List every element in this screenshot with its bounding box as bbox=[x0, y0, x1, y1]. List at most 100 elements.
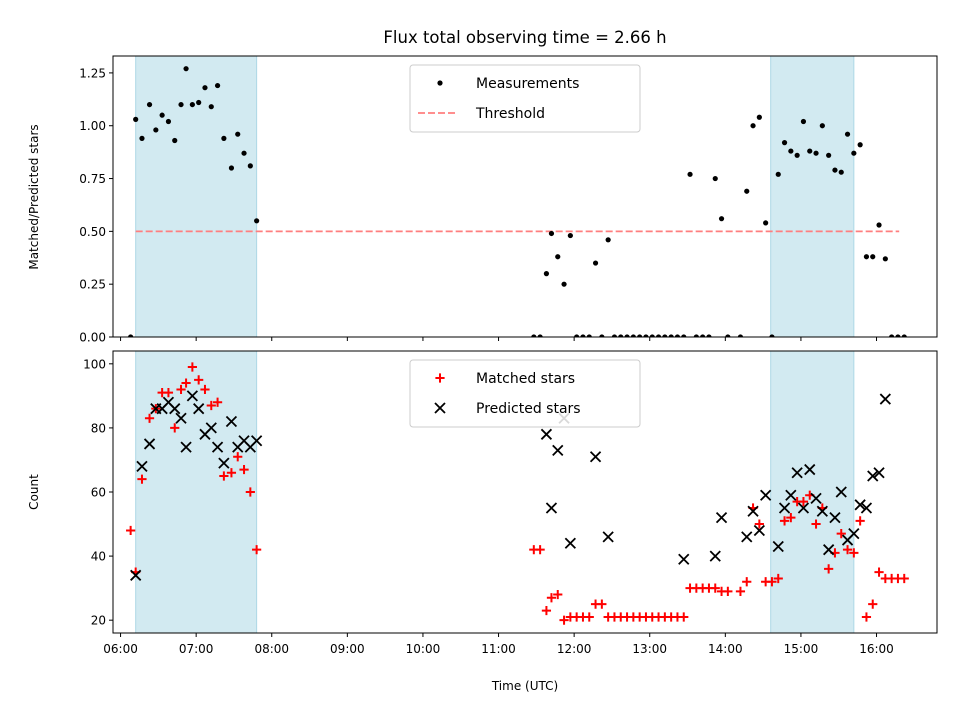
matched-star-point bbox=[546, 593, 557, 603]
predicted-star-point bbox=[552, 444, 564, 456]
measurement-point bbox=[624, 334, 630, 337]
matched-star-point bbox=[710, 583, 720, 593]
matched-star-point bbox=[245, 487, 255, 497]
measurement-point bbox=[555, 254, 561, 260]
chart-title: Flux total observing time = 2.66 h bbox=[383, 28, 666, 47]
measurement-point bbox=[221, 135, 227, 141]
bottom-legend-label: Predicted stars bbox=[476, 401, 581, 417]
predicted-star-point bbox=[760, 489, 772, 501]
predicted-star-point bbox=[211, 441, 224, 453]
measurement-point bbox=[165, 118, 172, 125]
bottom-ytick-label: 100 bbox=[83, 357, 106, 371]
xtick-label: 15:00 bbox=[784, 642, 819, 656]
measurement-point bbox=[592, 260, 599, 266]
predicted-star-point bbox=[860, 502, 873, 514]
top-legend-box bbox=[409, 64, 641, 133]
predicted-star-point bbox=[186, 390, 199, 402]
bottom-ytick-label: 80 bbox=[91, 421, 106, 435]
measurement-point bbox=[235, 131, 241, 137]
measurement-point bbox=[543, 271, 550, 277]
predicted-star-point bbox=[848, 528, 860, 540]
predicted-star-point bbox=[180, 441, 192, 453]
top-legend: Measurements Threshold bbox=[409, 64, 641, 133]
top-ytick-label: 1.25 bbox=[79, 66, 106, 80]
measurement-point bbox=[826, 152, 832, 158]
measurement-point bbox=[693, 334, 699, 337]
matched-star-point bbox=[252, 545, 262, 555]
measurement-point bbox=[214, 82, 221, 89]
xtick-label: 06:00 bbox=[103, 642, 138, 656]
matched-star-point bbox=[679, 612, 689, 622]
matched-star-point bbox=[212, 397, 223, 407]
bottom-ytick-label: 20 bbox=[91, 614, 106, 628]
predicted-star-point bbox=[797, 502, 810, 514]
matched-star-point bbox=[170, 423, 180, 433]
measurement-point bbox=[788, 148, 794, 154]
matched-star-point bbox=[144, 413, 155, 423]
matched-star-point bbox=[553, 589, 563, 600]
predicted-star-point bbox=[205, 422, 217, 434]
predicted-star-point bbox=[772, 540, 784, 553]
predicted-star-point bbox=[602, 531, 614, 543]
matched-star-point bbox=[861, 612, 872, 622]
predicted-star-point bbox=[854, 499, 866, 511]
measurement-point bbox=[662, 334, 668, 337]
predicted-star-point bbox=[867, 470, 879, 482]
measurement-point bbox=[750, 123, 756, 129]
measurement-point bbox=[769, 334, 775, 337]
top-ytick-label: 0.50 bbox=[79, 225, 106, 239]
predicted-star-point bbox=[823, 544, 835, 556]
predicted-star-point bbox=[225, 415, 238, 428]
matched-star-point bbox=[754, 519, 764, 529]
top-panel: 0.00 0.25 0.50 0.75 1.00 1.25 Measurements Thre… bbox=[79, 55, 938, 345]
predicted-star-point bbox=[816, 505, 828, 517]
measurement-point bbox=[712, 175, 718, 182]
measurement-point bbox=[586, 334, 592, 337]
measurement-point bbox=[128, 334, 134, 337]
top-ylabel: Matched/Predicted stars bbox=[27, 124, 41, 269]
matched-star-point bbox=[559, 615, 569, 625]
bottom-shaded-interval bbox=[135, 350, 258, 634]
measurement-point bbox=[208, 104, 214, 110]
measurement-point bbox=[889, 334, 895, 337]
matched-star-point bbox=[811, 519, 821, 529]
matched-star-point bbox=[899, 573, 909, 584]
predicted-star-point bbox=[169, 403, 181, 415]
predicted-star-point bbox=[879, 393, 891, 405]
matched-star-point bbox=[226, 468, 237, 478]
predicted-star-point bbox=[136, 460, 148, 473]
measurement-point bbox=[618, 334, 624, 337]
measurement-point bbox=[655, 334, 662, 337]
matched-star-point bbox=[849, 548, 859, 558]
measurement-point bbox=[668, 334, 674, 337]
predicted-star-point bbox=[785, 489, 797, 501]
measurement-point bbox=[844, 131, 851, 137]
xtick-label: 07:00 bbox=[179, 642, 214, 656]
predicted-star-point bbox=[564, 537, 576, 549]
matched-star-point bbox=[163, 388, 174, 398]
matched-star-point bbox=[597, 599, 607, 609]
measurement-point bbox=[202, 85, 208, 91]
xtick-label: 10:00 bbox=[406, 642, 441, 656]
measurement-point bbox=[781, 140, 788, 146]
predicted-star-point bbox=[835, 486, 847, 498]
measurement-point bbox=[813, 150, 819, 156]
measurement-point bbox=[139, 135, 145, 141]
matched-star-point bbox=[874, 567, 884, 577]
measurement-point bbox=[561, 281, 567, 287]
predicted-star-point bbox=[540, 428, 553, 440]
measurement-point bbox=[643, 334, 649, 337]
measurement-point bbox=[159, 112, 165, 118]
bottom-ylabel: Count bbox=[27, 474, 41, 510]
matched-star-point bbox=[798, 497, 809, 507]
measurement-point bbox=[630, 334, 636, 337]
matched-star-point bbox=[742, 577, 752, 587]
predicted-star-point bbox=[218, 457, 230, 469]
top-shaded-interval bbox=[135, 55, 258, 338]
matched-star-point bbox=[239, 464, 249, 475]
matched-star-point bbox=[200, 384, 210, 395]
bottom-legend-box bbox=[409, 359, 641, 428]
measurement-point bbox=[901, 334, 907, 337]
measurement-point bbox=[611, 334, 618, 337]
xtick-label: 11:00 bbox=[481, 642, 516, 656]
